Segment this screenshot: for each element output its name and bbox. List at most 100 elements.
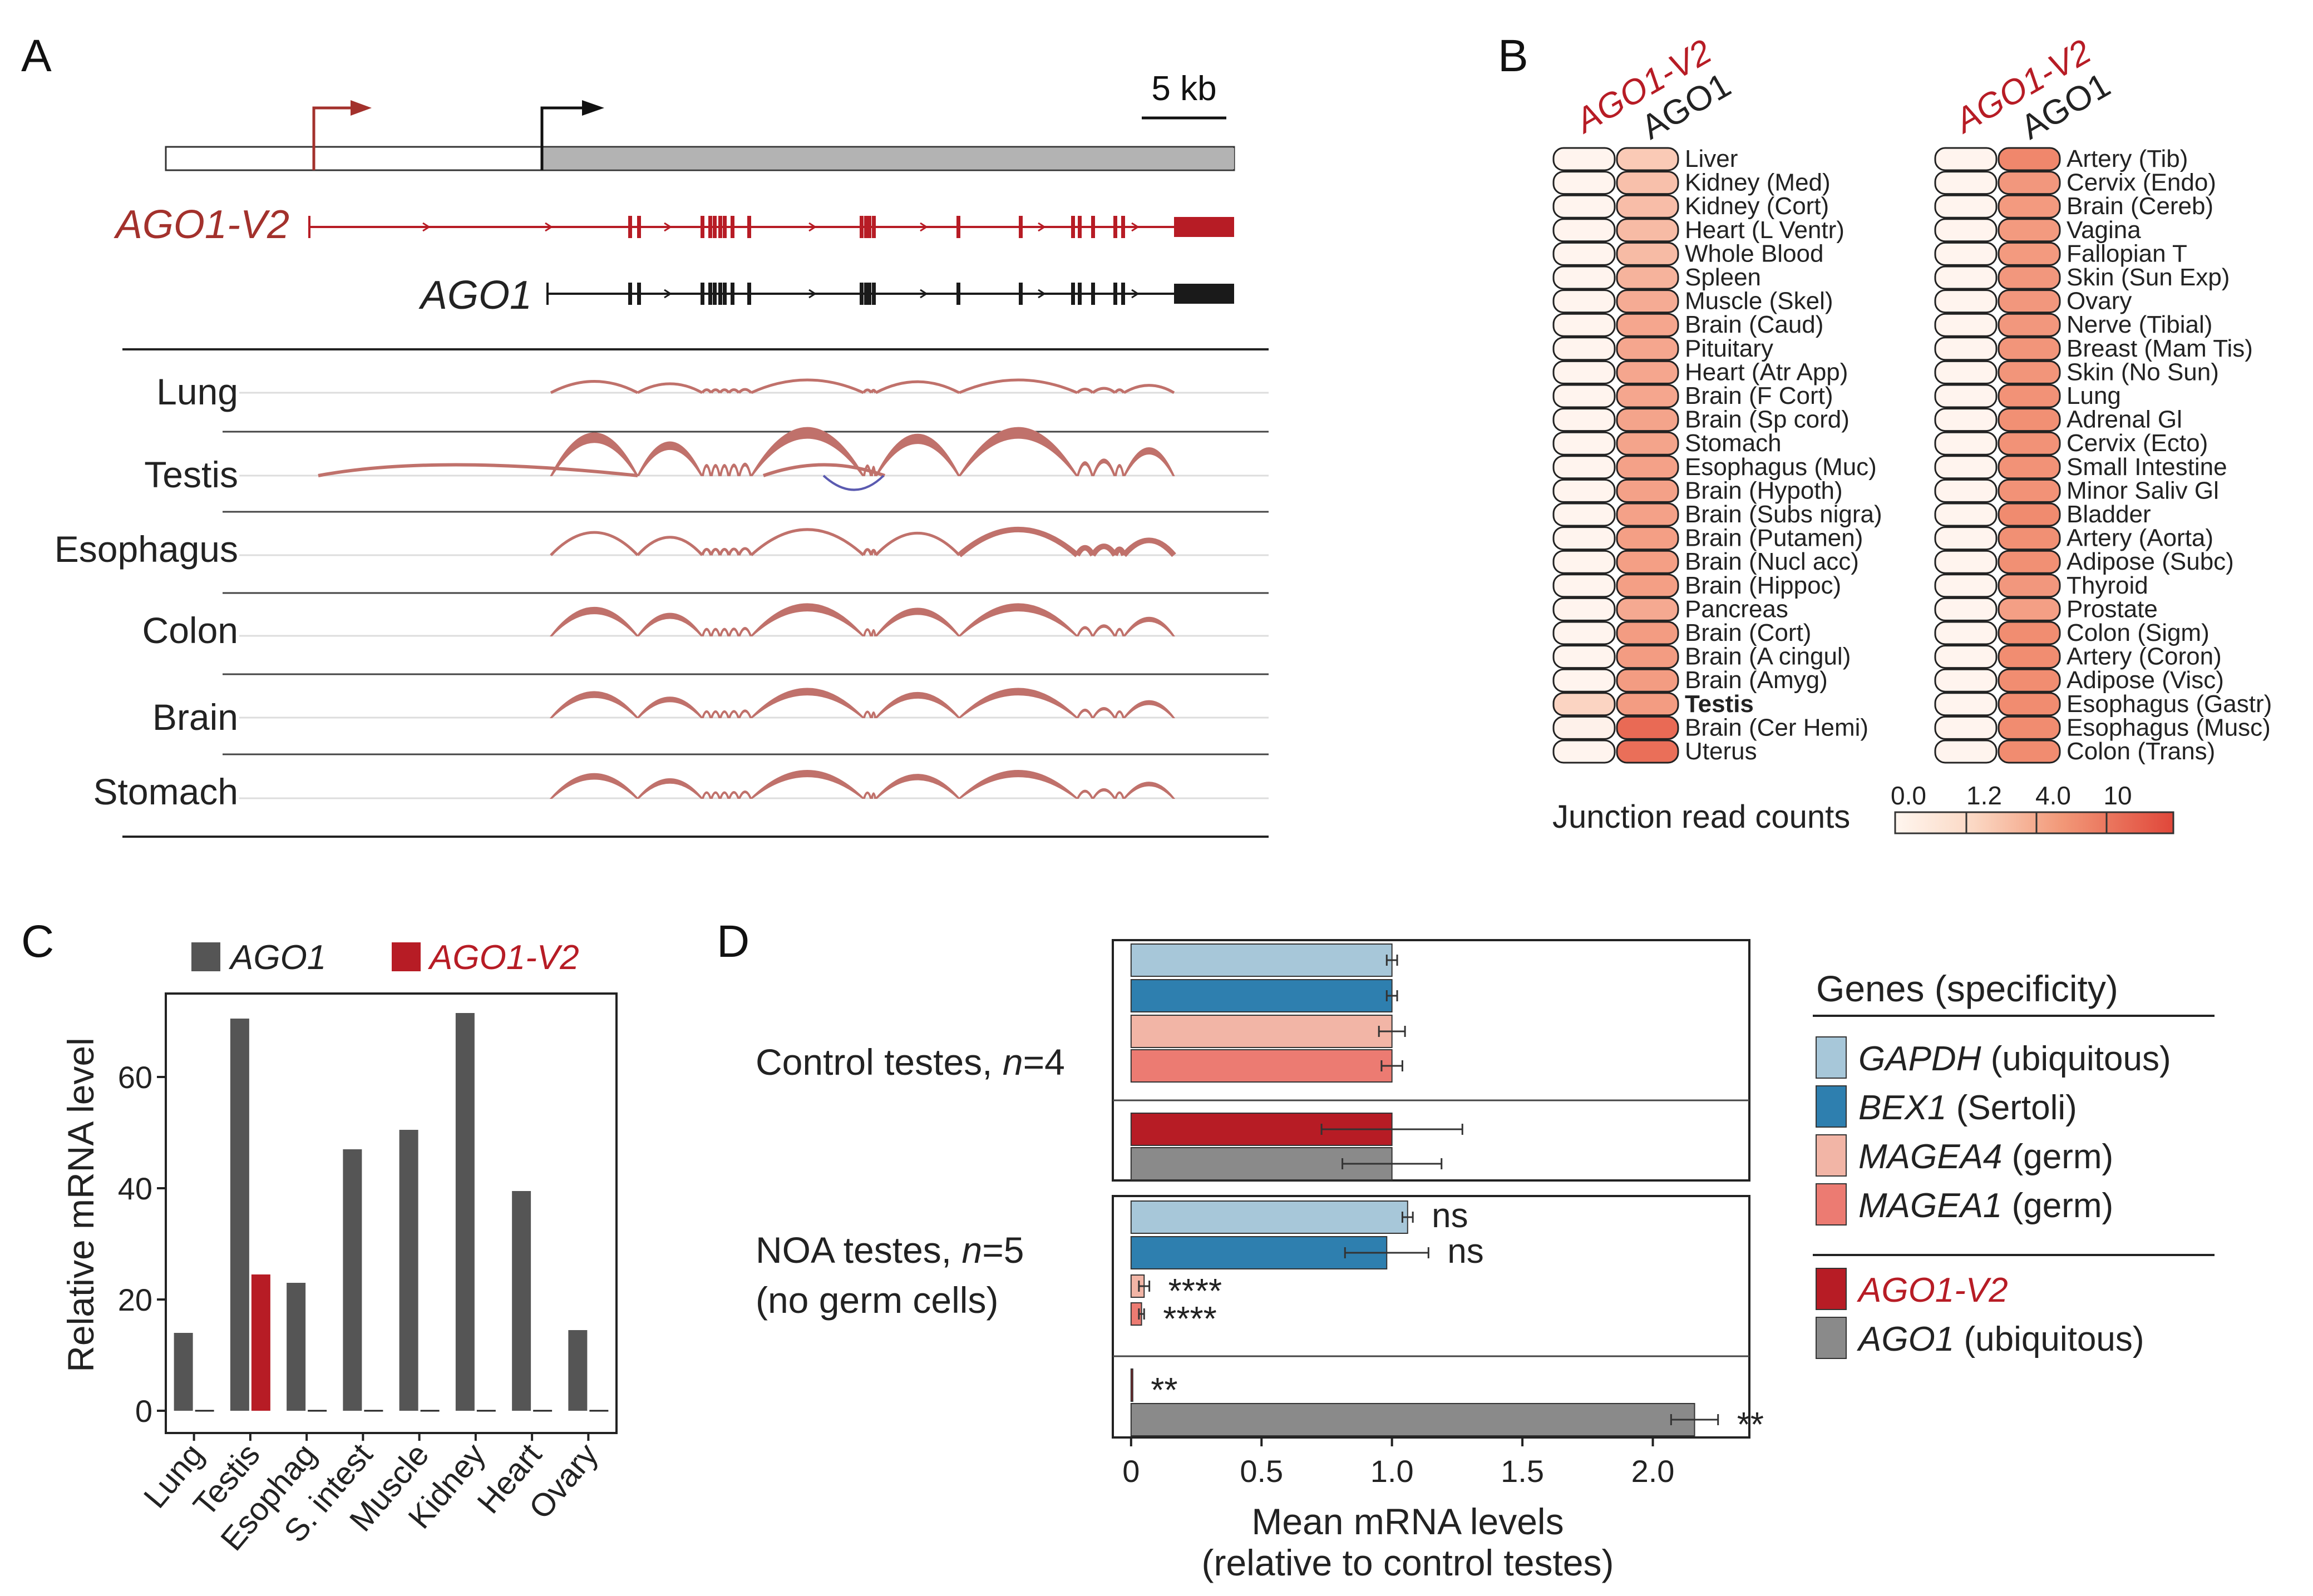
isoform-v2-track bbox=[308, 216, 1234, 238]
isoform-ago1-strand-arrow-2 bbox=[664, 289, 672, 299]
panel-d-legend-gene-magea4: MAGEA4 bbox=[1858, 1138, 2002, 1176]
isoform-v2-strand-arrow-2 bbox=[664, 222, 672, 232]
panel-d-x-axis-label-2: (relative to control testes) bbox=[1202, 1542, 1614, 1583]
panel-d-legend-gene-gapdh: GAPDH bbox=[1858, 1040, 1981, 1078]
isoform-v2-exon-1 bbox=[637, 216, 641, 238]
sashimi-arc-t3-12 bbox=[1076, 626, 1094, 636]
sashimi-arc-t3-6 bbox=[738, 627, 752, 636]
sashimi-arc-t2-4 bbox=[718, 547, 731, 556]
heatmap-right-cell-ago1-adipose-subc bbox=[1998, 550, 2061, 574]
ago1-promoter-arrow bbox=[540, 100, 604, 170]
sashimi-arc-t3-10 bbox=[874, 607, 961, 636]
sashimi-arc-t2-2 bbox=[701, 547, 713, 556]
panel-c-bar-ago1-ovary bbox=[568, 1330, 588, 1411]
isoform-ago1-exon-12 bbox=[872, 283, 876, 305]
sashimi-arc-t5-13 bbox=[1092, 788, 1116, 799]
isoform-ago1-exon-11 bbox=[867, 283, 871, 305]
sashimi-arc-t1-4 bbox=[719, 464, 730, 476]
heatmap-left-cell-v2-muscle-skel bbox=[1552, 289, 1616, 314]
heatmap-right-cell-v2-brain-cereb bbox=[1934, 194, 1998, 219]
sashimi-arc-t4-2 bbox=[701, 710, 712, 718]
heatmap-left-cell-v2-brain-cort bbox=[1552, 621, 1616, 645]
heatmap-left-label-heart-l-ventr: Heart (L Ventr) bbox=[1685, 216, 1845, 244]
legend-label-ago1: AGO1 bbox=[228, 938, 326, 977]
isoform-v2-exon-11 bbox=[867, 216, 871, 238]
sashimi-arc-t2-14 bbox=[1112, 546, 1127, 556]
panel-d-legend-spec-ago1: (ubiquitous) bbox=[1954, 1320, 2144, 1358]
heatmap-right-label-nerve-tibial: Nerve (Tibial) bbox=[2067, 311, 2212, 338]
heatmap-right-label-artery-tib: Artery (Tib) bbox=[2067, 145, 2188, 172]
heatmap-right-cell-ago1-fallopian-t bbox=[1998, 241, 2061, 266]
sashimi-arc-t1-12 bbox=[1076, 461, 1094, 476]
panel-label-d: D bbox=[717, 916, 749, 967]
panel-d-bar-noa-gapdh bbox=[1130, 1200, 1408, 1234]
heatmap-left-cell-v2-heart-atr-app bbox=[1552, 360, 1616, 384]
sashimi-arc-t2-10 bbox=[875, 531, 960, 556]
heatmap-right-cell-v2-nerve-tibial bbox=[1934, 313, 1998, 337]
panel-a-gene-structure: 5 kb AGO1-V2 AGO1 Lung Testis Esophagus … bbox=[55, 70, 1269, 838]
sashimi-tracks: Lung Testis Esophagus Colon Brain Stomac… bbox=[55, 371, 1269, 812]
heatmap-left-label-brain-cort: Brain (Cort) bbox=[1685, 619, 1811, 646]
heatmap-right-cell-v2-minor-saliv-gl bbox=[1934, 478, 1998, 503]
heatmap-right-label-fallopian-t: Fallopian T bbox=[2067, 240, 2187, 267]
isoform-v2-strand-arrow-5 bbox=[1038, 222, 1046, 232]
heatmap-right-cell-ago1-cervix-ecto bbox=[1998, 431, 2061, 456]
panel-d-control-frame bbox=[1112, 939, 1750, 1182]
isoform-ago1-label: AGO1 bbox=[418, 273, 532, 318]
panel-d-legend-label-magea1: MAGEA1 (germ) bbox=[1858, 1187, 2113, 1225]
isoform-ago1-exon-5 bbox=[718, 283, 722, 305]
heatmap-left-label-kidney-med: Kidney (Med) bbox=[1685, 169, 1831, 196]
heatmap-left-cell-v2-brain-caud bbox=[1552, 313, 1616, 337]
heatmap-right-cell-v2-skin-no-sun bbox=[1934, 360, 1998, 384]
heatmap-left-cell-ago1-muscle-skel bbox=[1616, 289, 1679, 314]
sashimi-arc-t1-7 bbox=[750, 427, 865, 476]
heatmap-left-cell-ago1-brain-caud bbox=[1616, 313, 1679, 337]
panel-d-xtick-label-0: 0 bbox=[1122, 1454, 1140, 1489]
heatmap-left-cell-ago1-whole-blood bbox=[1616, 241, 1679, 266]
heatmap-left-label-brain-caud: Brain (Caud) bbox=[1685, 311, 1823, 338]
heatmap-right-cell-v2-skin-sun-exp bbox=[1934, 265, 1998, 290]
heatmap-legend-bar bbox=[1894, 811, 2174, 834]
sashimi-arc-t3-11 bbox=[958, 603, 1079, 636]
isoform-v2-exon-19 bbox=[1121, 216, 1125, 238]
heatmap-left-cell-v2-kidney-cort bbox=[1552, 194, 1616, 219]
heatmap-legend-tick-1: 1.2 bbox=[1966, 781, 2002, 810]
heatmap-legend-title: Junction read counts bbox=[1552, 799, 1850, 835]
panel-d-xtick-label-4: 2.0 bbox=[1631, 1454, 1675, 1489]
track-label-testis: Testis bbox=[144, 454, 238, 495]
heatmap-right-cell-ago1-artery-coron bbox=[1998, 645, 2061, 669]
heatmap-right-cell-ago1-thyroid bbox=[1998, 574, 2061, 598]
isoform-ago1-strand-arrow-4 bbox=[920, 289, 928, 299]
heatmap-left-cell-ago1-kidney-med bbox=[1616, 171, 1679, 195]
isoform-v2-exon-15 bbox=[1071, 216, 1075, 238]
heatmap-right-cell-v2-vagina bbox=[1934, 218, 1998, 243]
sashimi-arc-t4-10 bbox=[874, 692, 961, 718]
isoform-v2-exon-7 bbox=[731, 216, 734, 238]
sashimi-arc-t5-9 bbox=[870, 792, 877, 799]
panel-d-x-axis-label: Mean mRNA levels bbox=[1251, 1501, 1564, 1542]
panel-d-legend-title: Genes (specificity) bbox=[1816, 968, 2118, 1009]
heatmap-left-cell-v2-brain-cer-hemi bbox=[1552, 715, 1616, 740]
heatmap-left-cell-ago1-brain-putamen bbox=[1616, 526, 1679, 551]
isoform-ago1-exon-14 bbox=[1019, 283, 1023, 305]
isoform-ago1-exon-10 bbox=[864, 283, 868, 305]
heatmap-left-cell-ago1-pituitary bbox=[1616, 337, 1679, 361]
panel-d-legend-gene-magea1: MAGEA1 bbox=[1858, 1187, 2002, 1225]
sashimi-arc-t4-9 bbox=[870, 711, 877, 718]
heatmap-left-label-brain-putamen: Brain (Putamen) bbox=[1685, 525, 1863, 552]
sashimi-arc-t1-6 bbox=[738, 462, 752, 476]
heatmap-right-label-bladder: Bladder bbox=[2067, 501, 2151, 528]
track-label-lung: Lung bbox=[156, 371, 238, 412]
heatmap-right-cell-v2-small-intestine bbox=[1934, 455, 1998, 480]
isoform-v2-exon-2 bbox=[701, 216, 704, 238]
group-label-control-n: n bbox=[1003, 1041, 1023, 1083]
heatmap-left-cell-ago1-spleen bbox=[1616, 265, 1679, 290]
heatmap-right-cell-ago1-skin-no-sun bbox=[1998, 360, 2061, 384]
heatmap-right-label-colon-sigm: Colon (Sigm) bbox=[2067, 619, 2210, 646]
panel-d-xtick-label-1: 0.5 bbox=[1240, 1454, 1283, 1489]
group-label-noa-sub: (no germ cells) bbox=[756, 1279, 998, 1321]
heatmap-left-label-muscle-skel: Muscle (Skel) bbox=[1685, 288, 1833, 315]
sashimi-arc-t3-0 bbox=[549, 607, 639, 636]
